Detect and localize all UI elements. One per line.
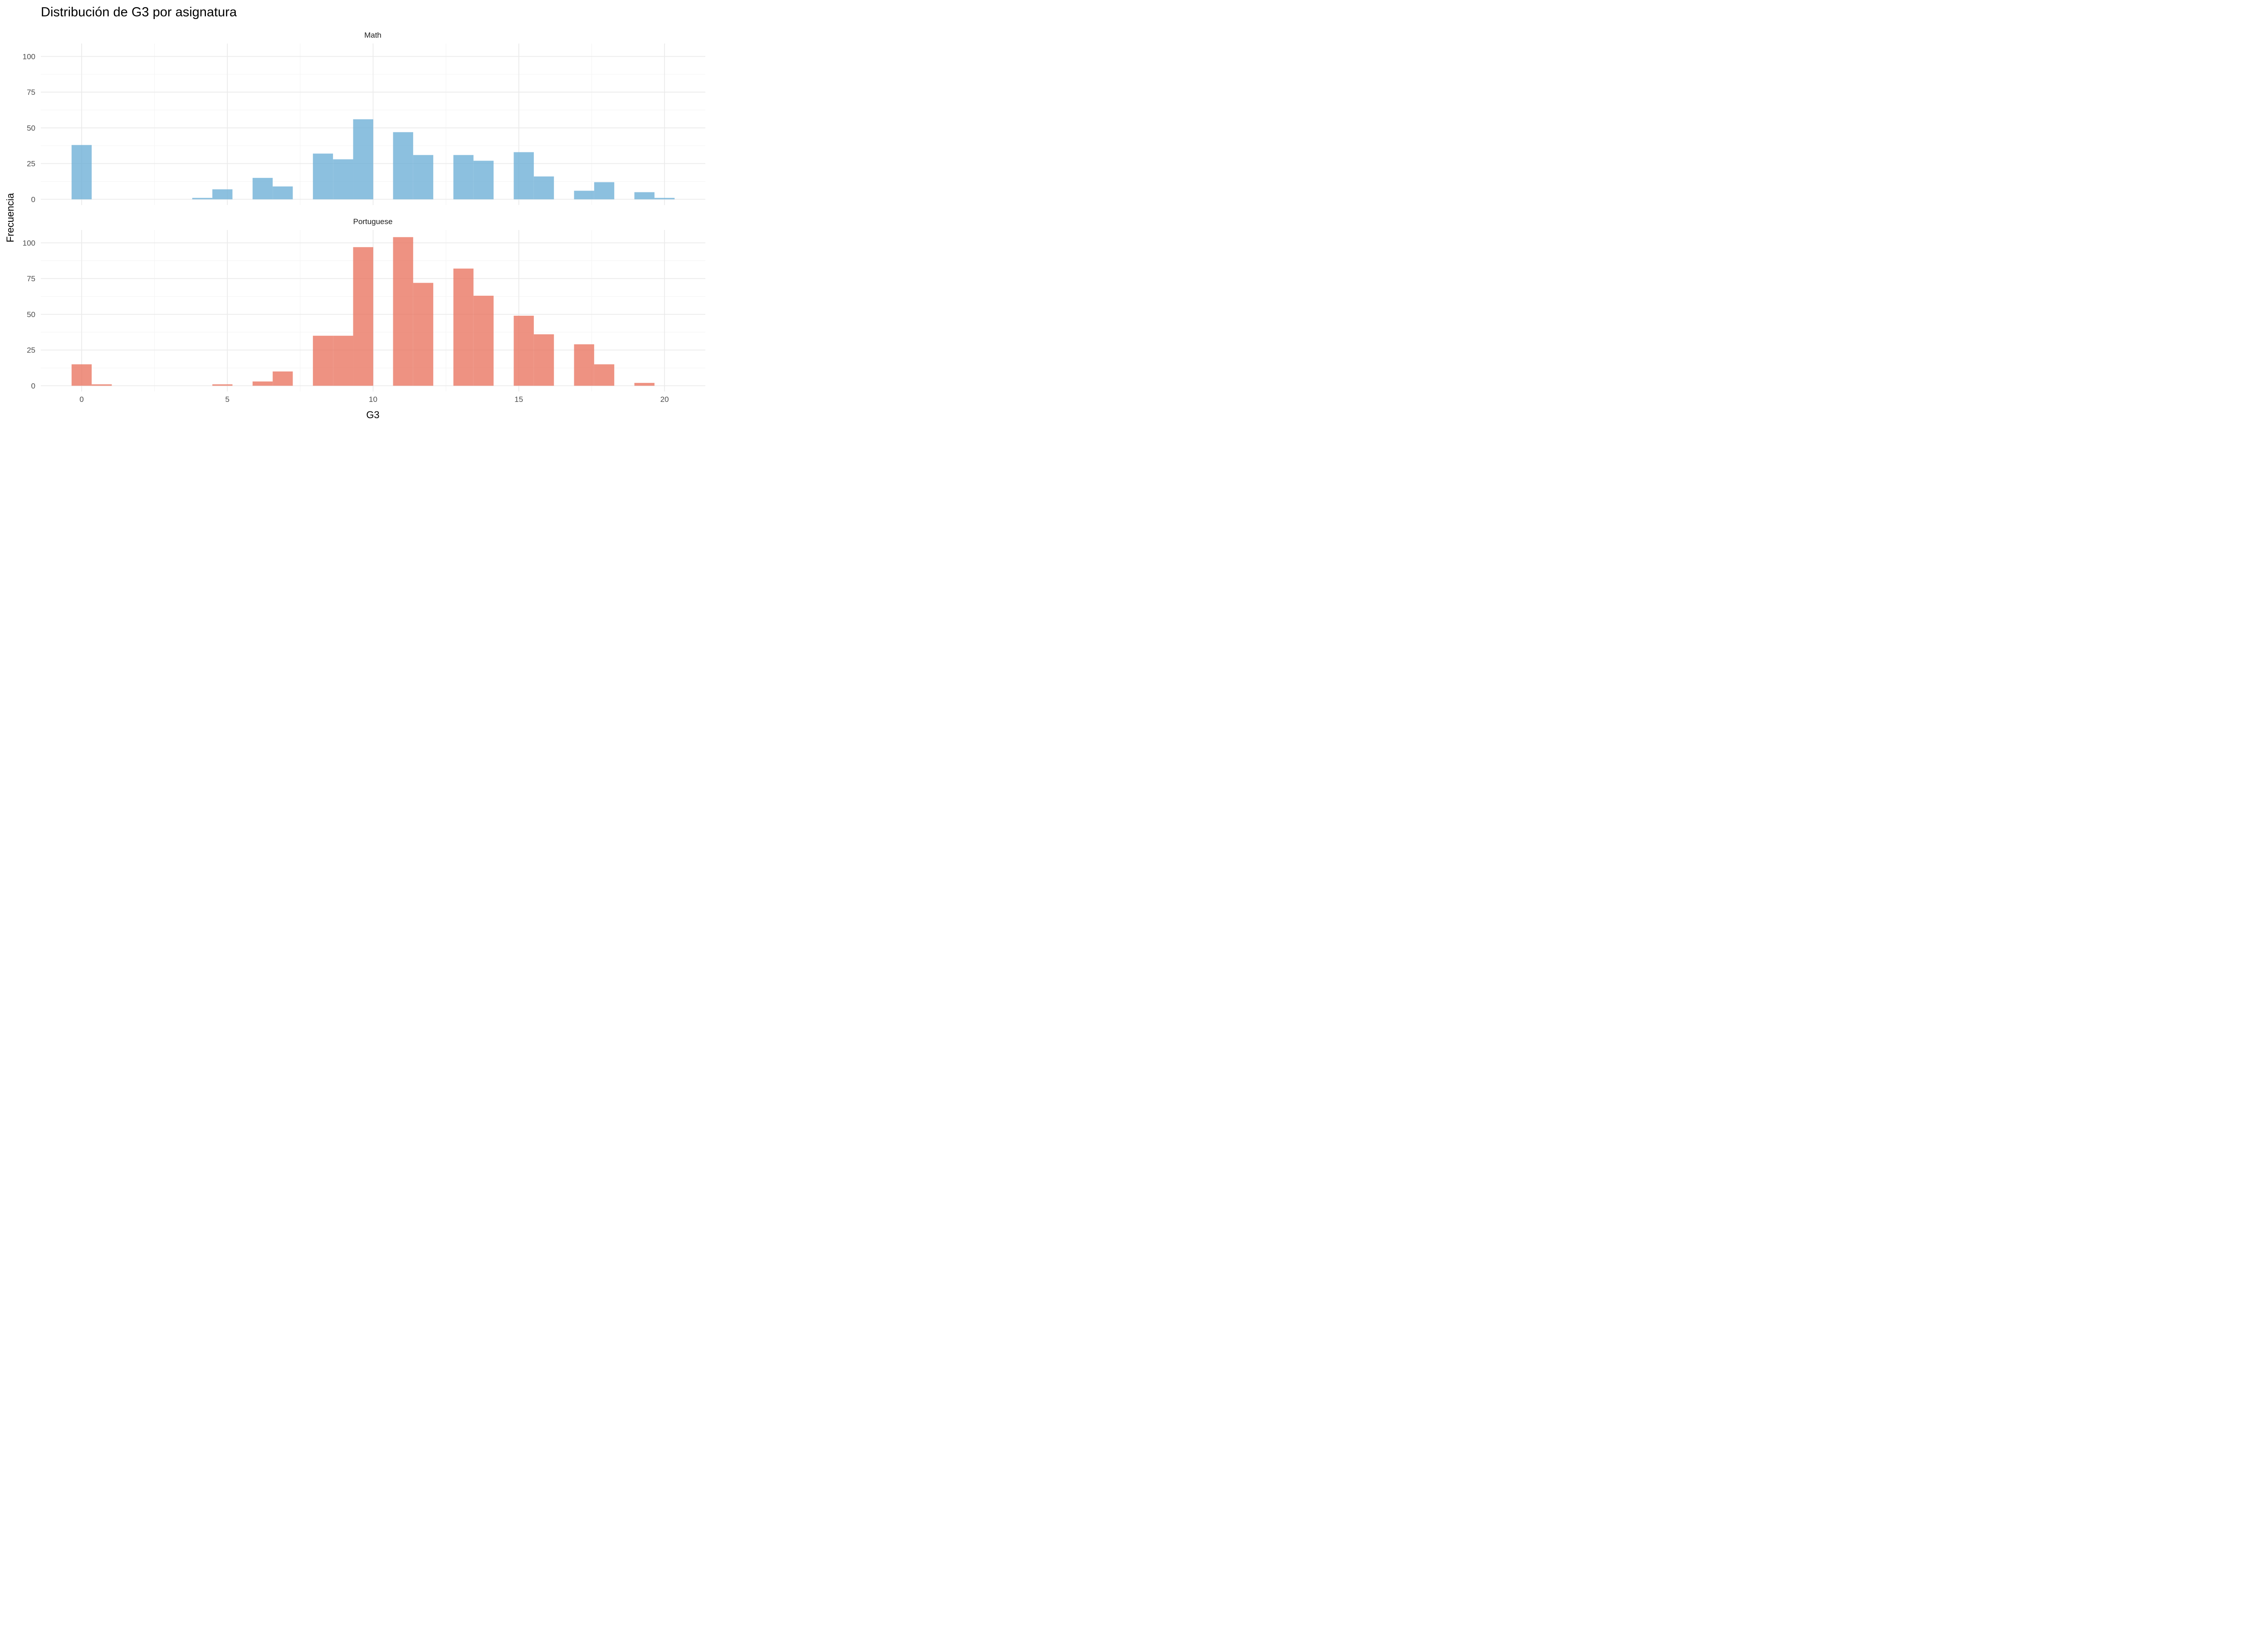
histogram-bar — [273, 186, 293, 200]
histogram-bar — [393, 237, 413, 386]
histogram-bar — [92, 384, 112, 386]
histogram-bar — [333, 336, 353, 386]
histogram-bar — [453, 269, 474, 386]
chart-title: Distribución de G3 por asignatura — [41, 5, 237, 20]
y-axis-title: Frecuencia — [5, 193, 16, 243]
histogram-bar — [574, 344, 594, 386]
x-tick-label: 5 — [225, 395, 229, 404]
histogram-bar — [313, 336, 333, 386]
x-tick-label: 0 — [79, 395, 83, 404]
y-tick-label: 75 — [27, 88, 35, 97]
x-axis-title: G3 — [366, 409, 379, 420]
y-tick-label: 75 — [27, 274, 35, 283]
histogram-bar — [333, 159, 353, 200]
histogram-bar — [393, 132, 413, 200]
histogram-bar — [71, 145, 92, 200]
y-tick-label: 50 — [27, 310, 35, 319]
histogram-bar — [212, 189, 233, 200]
x-tick-label: 20 — [660, 395, 669, 404]
x-tick-label: 15 — [514, 395, 523, 404]
histogram-bar — [634, 192, 655, 200]
y-tick-labels-portuguese: 0 25 50 75 100 — [23, 239, 35, 390]
facet-label-math: Math — [364, 31, 381, 39]
histogram-bar — [212, 384, 233, 386]
histogram-bar — [313, 153, 333, 200]
histogram-bar — [252, 381, 273, 386]
histogram-bar — [453, 155, 474, 200]
histogram-bar — [71, 364, 92, 386]
facet-label-portuguese: Portuguese — [353, 217, 393, 226]
histogram-bar — [252, 178, 273, 200]
facet-portuguese: Portuguese 0 25 50 75 100 — [23, 217, 705, 391]
histogram-bar — [533, 334, 554, 386]
histogram-bar — [594, 182, 615, 200]
y-tick-label: 0 — [31, 381, 35, 390]
facet-math: Math 0 25 50 75 100 — [23, 31, 705, 205]
histogram-bar — [513, 152, 534, 200]
y-tick-label: 25 — [27, 160, 35, 168]
histogram-bar — [654, 198, 675, 200]
histogram-bar — [594, 364, 615, 386]
histogram-bar — [353, 119, 373, 200]
histogram-bar — [192, 198, 213, 200]
y-tick-label: 100 — [23, 52, 35, 61]
x-tick-label: 10 — [369, 395, 377, 404]
histogram-bar — [533, 176, 554, 200]
histogram-bar — [413, 155, 434, 200]
y-tick-label: 100 — [23, 239, 35, 247]
histogram-bar — [353, 247, 373, 386]
y-tick-label: 0 — [31, 195, 35, 204]
histogram-chart: Distribución de G3 por asignatura Math 0… — [5, 5, 705, 420]
y-tick-label: 50 — [27, 124, 35, 132]
x-tick-labels: 0 5 10 15 20 — [79, 395, 669, 404]
y-tick-label: 25 — [27, 346, 35, 355]
bars-portuguese — [71, 237, 655, 386]
histogram-bar — [413, 283, 434, 386]
bars-math — [71, 119, 675, 200]
histogram-bar — [574, 191, 594, 200]
histogram-bar — [473, 295, 494, 386]
histogram-bar — [634, 383, 655, 386]
histogram-bar — [473, 161, 494, 200]
histogram-bar — [273, 371, 293, 386]
y-tick-labels-math: 0 25 50 75 100 — [23, 52, 35, 204]
histogram-bar — [513, 316, 534, 386]
